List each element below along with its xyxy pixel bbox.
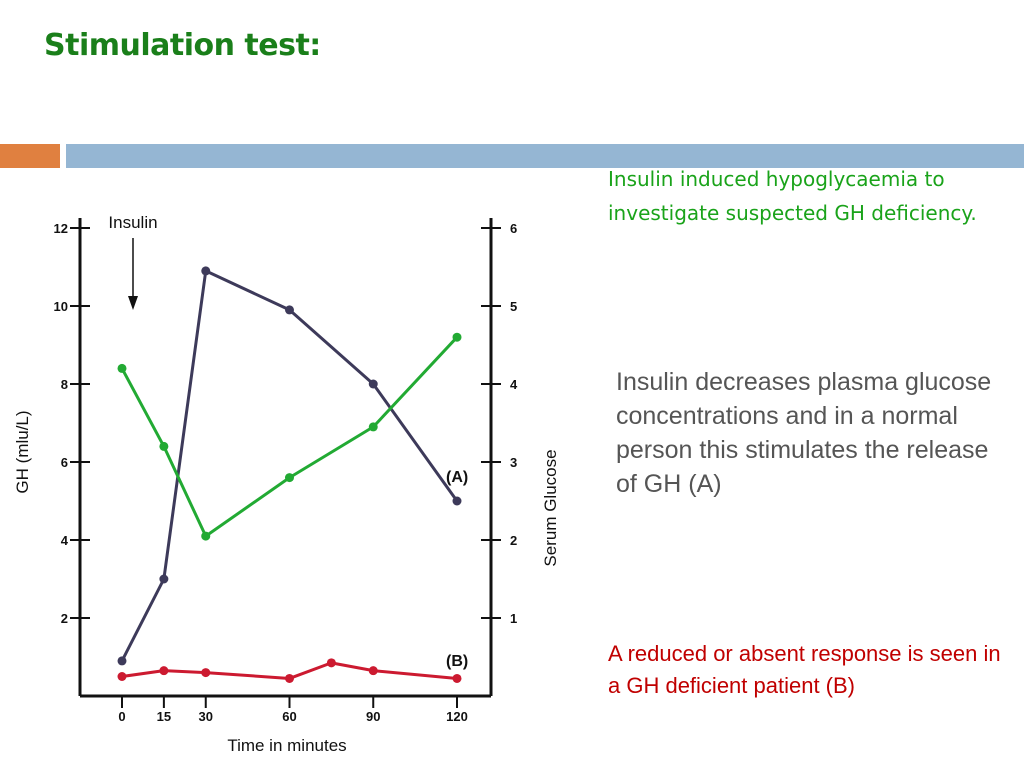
data-point — [285, 673, 294, 683]
right-tick-label: 2 — [510, 533, 517, 548]
data-point — [285, 305, 294, 315]
left-axis-title: GH (mlu/L) — [13, 410, 32, 493]
data-point — [285, 473, 294, 483]
left-tick-label: 4 — [61, 533, 69, 548]
series-line-0 — [120, 269, 459, 662]
right-tick-label: 1 — [510, 611, 517, 626]
data-point — [326, 658, 336, 668]
x-tick-label: 0 — [118, 709, 125, 724]
x-tick-label: 15 — [157, 709, 171, 724]
left-tick-label: 8 — [61, 377, 68, 392]
chart-series — [117, 266, 462, 683]
insulin-arrow-head — [128, 296, 138, 310]
data-point — [452, 673, 462, 683]
x-axis-title: Time in minutes — [227, 736, 346, 755]
left-tick-label: 6 — [61, 455, 68, 470]
right-tick-label: 3 — [510, 455, 517, 470]
note-hypoglycaemia: Insulin induced hypoglycaemia to investi… — [608, 167, 977, 225]
note-mechanism: Insulin decreases plasma glucose concent… — [616, 368, 992, 498]
right-tick-label: 5 — [510, 299, 517, 314]
data-point — [201, 531, 211, 541]
data-point — [117, 672, 127, 681]
x-tick-label: 90 — [366, 709, 380, 724]
data-point — [159, 574, 169, 584]
x-tick-label: 60 — [282, 709, 296, 724]
note-deficiency: A reduced or absent response is seen in … — [608, 641, 1001, 698]
data-point — [117, 363, 127, 373]
series-label-b: (B) — [446, 653, 468, 670]
x-tick-label: 30 — [199, 709, 213, 724]
chart-axes — [78, 218, 493, 698]
series-line-1 — [120, 336, 459, 538]
accent-bar-orange — [0, 144, 60, 168]
data-point — [159, 666, 169, 676]
chart-labels: (A) (B) Insulin Time in minutes GH (mlu/L) Se… — [13, 213, 560, 755]
left-tick-label: 12 — [54, 221, 68, 236]
data-point — [368, 666, 378, 676]
left-tick-label: 10 — [54, 299, 68, 314]
right-tick-label: 4 — [510, 377, 518, 392]
right-tick-label: 6 — [510, 221, 517, 236]
data-point — [159, 441, 169, 451]
data-point — [452, 332, 462, 342]
x-tick-label: 120 — [446, 709, 468, 724]
right-axis-title: Serum Glucose — [541, 449, 560, 566]
data-point — [368, 422, 378, 432]
slide-title: Stimulation test: — [44, 28, 321, 63]
data-point — [117, 656, 127, 666]
data-point — [368, 379, 378, 389]
left-tick-label: 2 — [61, 611, 68, 626]
data-point — [452, 496, 462, 506]
accent-bar-blue — [66, 144, 1024, 168]
data-point — [201, 266, 211, 276]
insulin-annotation: Insulin — [108, 213, 157, 232]
series-label-a: (A) — [446, 469, 468, 486]
data-point — [201, 668, 211, 678]
